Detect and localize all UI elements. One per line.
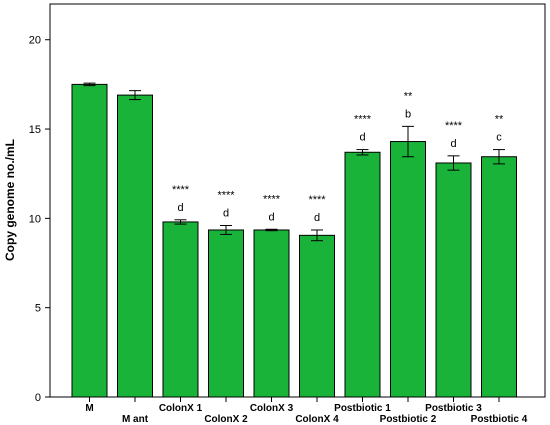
category-label: ColonX 4 <box>295 414 339 425</box>
significance-stars: **** <box>308 194 326 206</box>
error-bar <box>174 219 187 225</box>
error-bar <box>129 90 141 101</box>
bar <box>344 151 381 398</box>
group-letter: d <box>314 212 320 224</box>
error-bar <box>311 229 323 242</box>
group-letter: c <box>496 132 502 144</box>
error-bar <box>356 149 369 156</box>
group-letter: d <box>450 138 456 150</box>
group-letter: d <box>359 132 365 144</box>
y-tick-label: 10 <box>29 213 41 225</box>
group-letter: d <box>177 202 183 214</box>
y-tick-label: 0 <box>35 392 41 404</box>
bars-group <box>71 83 517 398</box>
group-letter: d <box>223 208 229 220</box>
significance-stars: **** <box>263 193 281 205</box>
category-label: Postbiotic 2 <box>380 414 437 425</box>
category-label: M <box>85 403 93 414</box>
y-tick-label: 15 <box>29 124 41 136</box>
bar <box>253 229 290 398</box>
bar <box>435 162 472 398</box>
category-label: ColonX 3 <box>250 403 294 414</box>
group-letter: d <box>268 211 274 223</box>
group-letter: b <box>405 108 411 120</box>
bar <box>162 221 199 398</box>
y-tick-label: 5 <box>35 303 41 315</box>
category-label: Postbiotic 4 <box>471 414 528 425</box>
error-bar <box>493 149 505 165</box>
y-tick-label: 20 <box>29 35 41 47</box>
error-bar <box>83 82 96 87</box>
error-bar <box>402 125 414 158</box>
error-bar <box>265 228 278 232</box>
annotations-group: d **** d **** d **** d **** d **** b ** d **** c ** <box>172 90 504 224</box>
significance-stars: ** <box>404 90 413 102</box>
significance-stars: ** <box>495 114 504 126</box>
bar <box>208 229 244 398</box>
bar <box>299 234 335 398</box>
category-label: Postbiotic 3 <box>425 403 482 414</box>
error-bars-group <box>83 82 505 242</box>
category-label: ColonX 1 <box>159 403 203 414</box>
significance-stars: **** <box>445 120 463 132</box>
significance-stars: **** <box>217 190 235 202</box>
significance-stars: **** <box>172 184 190 196</box>
bar <box>117 94 153 398</box>
error-bar <box>220 225 232 235</box>
category-label: ColonX 2 <box>204 414 248 425</box>
bar <box>481 156 517 398</box>
bar <box>71 83 108 398</box>
bar <box>390 141 426 398</box>
category-label: Postbiotic 1 <box>334 403 391 414</box>
y-axis: 0 5 10 15 20 <box>29 35 50 404</box>
significance-stars: **** <box>354 114 372 126</box>
y-axis-title: Copy genome no./mL <box>3 139 17 261</box>
category-label: M ant <box>122 414 149 425</box>
error-bar <box>447 155 460 171</box>
